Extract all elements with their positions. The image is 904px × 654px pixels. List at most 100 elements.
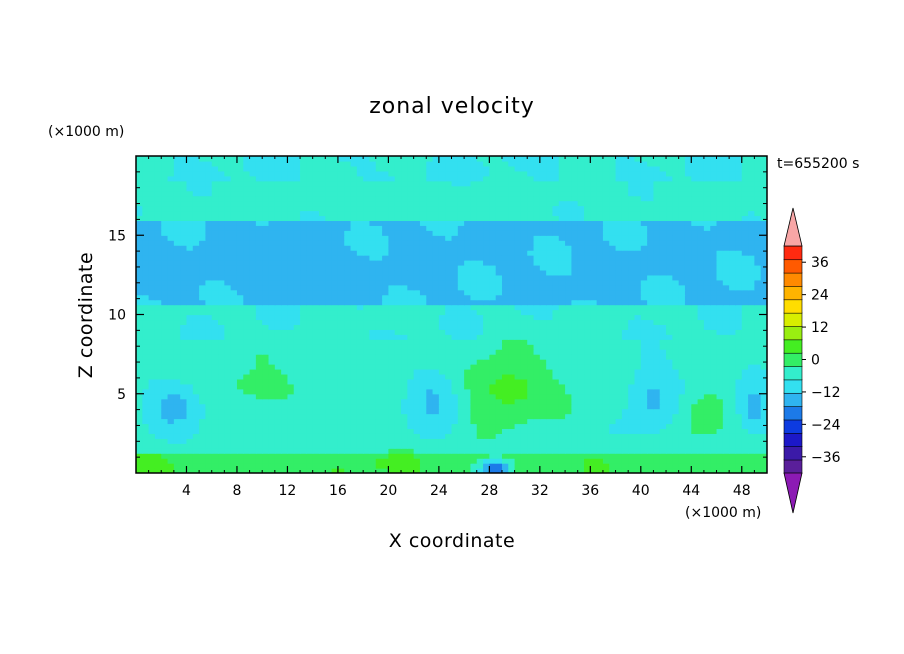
field-cell (634, 245, 642, 251)
field-cell (186, 468, 194, 473)
field-cell (230, 230, 238, 236)
field-cell (514, 284, 522, 291)
field-cell (445, 423, 453, 430)
field-cell (483, 388, 490, 395)
field-cell (394, 408, 402, 415)
field-cell (464, 294, 472, 301)
field-cell (520, 463, 528, 469)
field-cell (666, 240, 673, 246)
field-cell (634, 250, 642, 256)
field-cell (382, 458, 389, 464)
field-cell (407, 294, 415, 301)
field-cell (432, 240, 440, 246)
field-cell (281, 299, 289, 306)
field-cell (154, 413, 162, 420)
field-cell (205, 255, 213, 261)
field-cell (274, 388, 282, 395)
field-cell (571, 255, 579, 261)
field-cell (218, 458, 225, 464)
field-cell (501, 398, 509, 405)
field-cell (306, 299, 314, 306)
field-cell (546, 319, 554, 325)
field-cell (407, 378, 415, 385)
field-cell (249, 354, 257, 360)
field-cell (483, 230, 490, 236)
field-cell (470, 349, 478, 355)
field-cell (684, 443, 692, 449)
field-cell (293, 354, 301, 360)
field-cell (697, 274, 705, 281)
field-cell (388, 378, 396, 385)
field-cell (325, 319, 333, 325)
field-cell (501, 324, 509, 330)
field-cell (628, 279, 636, 286)
field-cell (678, 423, 686, 430)
chart-title: zonal velocity (369, 94, 535, 119)
field-cell (653, 240, 661, 246)
field-cell (445, 393, 453, 400)
field-cell (445, 274, 453, 281)
field-cell (596, 250, 604, 256)
field-cell (672, 240, 680, 246)
field-cell (508, 393, 516, 400)
field-cell (142, 245, 150, 251)
field-cell (609, 235, 617, 241)
field-cell (161, 250, 169, 256)
field-cell (394, 344, 402, 350)
field-cell (318, 359, 326, 365)
field-cell (438, 284, 446, 291)
field-cell (483, 274, 490, 281)
field-cell (161, 468, 169, 473)
field-cell (274, 433, 282, 439)
field-cell (577, 443, 585, 449)
field-cell (401, 443, 408, 449)
field-cell (653, 378, 661, 385)
field-cell (192, 314, 200, 321)
field-cell (722, 289, 730, 296)
field-cell (602, 349, 610, 355)
field-cell (628, 418, 636, 425)
field-cell (363, 458, 371, 464)
field-cell (552, 235, 560, 241)
field-cell (142, 284, 150, 291)
field-cell (192, 388, 200, 395)
field-cell (262, 230, 270, 236)
field-cell (539, 240, 547, 246)
field-cell (388, 453, 396, 459)
field-cell (729, 403, 737, 410)
field-cell (760, 334, 767, 340)
field-cell (577, 255, 585, 261)
field-cell (142, 428, 150, 434)
field-cell (451, 344, 459, 350)
field-cell (659, 269, 667, 276)
field-cell (653, 245, 661, 251)
field-cell (180, 364, 188, 370)
field-cell (647, 378, 655, 385)
field-cell (413, 235, 421, 241)
field-cell (154, 245, 162, 251)
field-cell (760, 284, 767, 291)
field-cell (546, 428, 554, 434)
field-cell (710, 255, 718, 261)
field-cell (539, 413, 547, 420)
field-cell (621, 378, 629, 385)
field-cell (735, 294, 743, 301)
field-cell (167, 349, 175, 355)
field-cell (192, 255, 200, 261)
field-cell (684, 383, 692, 390)
field-cell (173, 294, 181, 301)
field-cell (224, 264, 232, 271)
field-cell (382, 274, 389, 281)
field-cell (306, 264, 314, 271)
field-cell (565, 408, 572, 415)
field-cell (331, 255, 339, 261)
field-cell (558, 334, 566, 340)
field-cell (426, 240, 434, 246)
field-cell (205, 274, 213, 281)
field-cell (527, 284, 535, 291)
field-cell (173, 448, 181, 454)
field-cell (735, 284, 743, 291)
field-cell (748, 230, 755, 236)
field-cell (331, 398, 339, 405)
field-cell (590, 240, 598, 246)
